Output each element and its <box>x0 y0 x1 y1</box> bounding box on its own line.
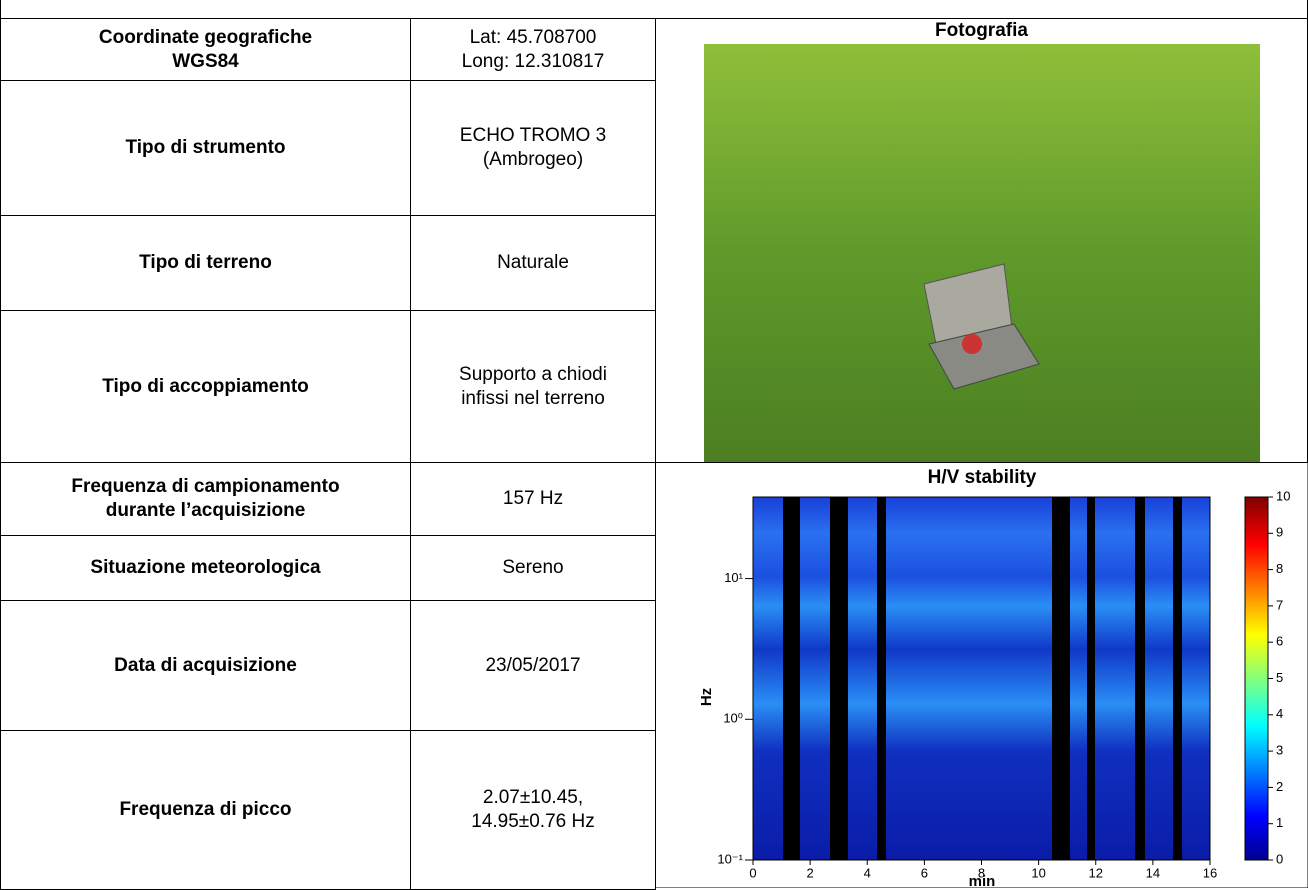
label-text: durante l’acquisizione <box>106 499 306 523</box>
x-tick-label: 8 <box>978 865 985 880</box>
label-text: Frequenza di picco <box>119 798 291 822</box>
title-row <box>0 0 1308 19</box>
label-text: Tipo di terreno <box>139 251 272 275</box>
value-cell: 23/05/2017 <box>410 600 656 731</box>
colorbar <box>1245 497 1268 860</box>
x-tick-label: 12 <box>1089 865 1103 880</box>
value-cell: 2.07±10.45,14.95±0.76 Hz <box>410 730 656 890</box>
label-text: Data di acquisizione <box>114 654 297 678</box>
value-text: Sereno <box>502 556 563 580</box>
y-axis-label: Hz <box>698 688 715 706</box>
x-tick-label: 16 <box>1203 865 1217 880</box>
y-tick-label: 10⁻¹ <box>717 851 743 866</box>
colorbar-tick-label: 8 <box>1276 561 1283 576</box>
value-text: Supporto a chiodi <box>459 363 607 387</box>
label-text: Frequenza di campionamento <box>71 475 339 499</box>
label-text: WGS84 <box>172 50 239 74</box>
value-text: 2.07±10.45, <box>483 786 583 810</box>
photo <box>704 44 1260 462</box>
value-text: (Ambrogeo) <box>483 148 583 172</box>
value-text: 23/05/2017 <box>485 654 580 678</box>
value-text: Lat: 45.708700 <box>470 26 597 50</box>
value-cell: 157 Hz <box>410 462 656 536</box>
label-text: Tipo di strumento <box>125 136 285 160</box>
photo-cell: Fotografia <box>655 18 1308 463</box>
photo-title: Fotografia <box>935 19 1028 43</box>
value-text: infissi nel terreno <box>461 387 605 411</box>
label-cell: Tipo di terreno <box>0 215 411 311</box>
y-tick-label: 10¹ <box>724 570 743 585</box>
x-tick-label: 14 <box>1146 865 1160 880</box>
colorbar-tick-label: 4 <box>1276 706 1283 721</box>
value-text: Naturale <box>497 251 569 275</box>
label-cell: Frequenza di picco <box>0 730 411 890</box>
x-tick-label: 0 <box>749 865 756 880</box>
colorbar-tick-label: 6 <box>1276 634 1283 649</box>
x-tick-label: 4 <box>864 865 871 880</box>
colorbar-tick-label: 5 <box>1276 670 1283 685</box>
x-tick-label: 10 <box>1031 865 1045 880</box>
label-cell: Tipo di accoppiamento <box>0 310 411 463</box>
value-cell: Sereno <box>410 535 656 601</box>
label-text: Situazione meteorologica <box>90 556 320 580</box>
value-text: Long: 12.310817 <box>462 50 605 74</box>
colorbar-tick-label: 2 <box>1276 779 1283 794</box>
colorbar-tick-label: 1 <box>1276 815 1283 830</box>
page: Coordinate geograficheWGS84Lat: 45.70870… <box>0 0 1308 888</box>
value-text: 14.95±0.76 Hz <box>471 810 594 834</box>
x-tick-label: 6 <box>921 865 928 880</box>
chart-title: H/V stability <box>928 467 1037 488</box>
x-tick-label: 2 <box>807 865 814 880</box>
label-cell: Tipo di strumento <box>0 80 411 216</box>
value-text: 157 Hz <box>503 487 563 511</box>
colorbar-tick-label: 9 <box>1276 525 1283 540</box>
value-text: ECHO TROMO 3 <box>460 124 606 148</box>
colorbar-tick-label: 10 <box>1276 488 1290 503</box>
label-cell: Data di acquisizione <box>0 600 411 731</box>
colorbar-tick-label: 0 <box>1276 851 1283 866</box>
y-tick-label: 10⁰ <box>723 711 743 726</box>
label-text: Coordinate geografiche <box>99 26 312 50</box>
value-cell: Naturale <box>410 215 656 311</box>
label-cell: Situazione meteorologica <box>0 535 411 601</box>
colorbar-tick-label: 7 <box>1276 597 1283 612</box>
value-cell: ECHO TROMO 3(Ambrogeo) <box>410 80 656 216</box>
label-text: Tipo di accoppiamento <box>102 375 309 399</box>
colorbar-tick-label: 3 <box>1276 743 1283 758</box>
